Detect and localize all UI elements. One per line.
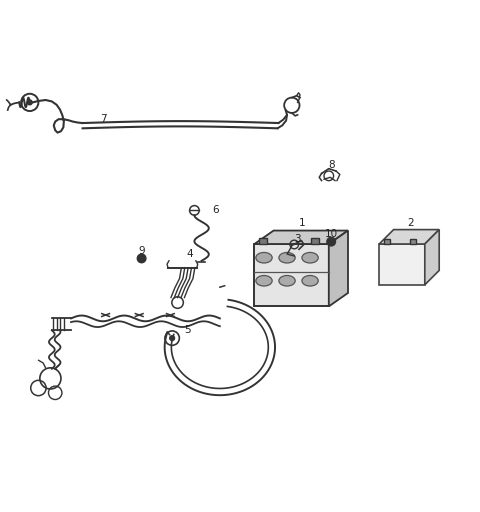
Polygon shape	[254, 230, 348, 244]
Text: 6: 6	[213, 205, 219, 216]
Polygon shape	[379, 229, 439, 244]
Ellipse shape	[302, 275, 318, 286]
Bar	[259, 238, 267, 244]
Text: 4: 4	[186, 249, 193, 259]
Text: 2: 2	[407, 218, 414, 228]
Circle shape	[327, 237, 336, 246]
Text: 3: 3	[294, 234, 301, 244]
Ellipse shape	[279, 275, 295, 286]
Ellipse shape	[256, 275, 272, 286]
Text: 1: 1	[299, 218, 306, 228]
Bar	[410, 239, 416, 244]
Text: 7: 7	[100, 114, 107, 124]
Ellipse shape	[256, 252, 272, 263]
Polygon shape	[329, 230, 348, 306]
Bar	[379, 244, 425, 285]
Ellipse shape	[279, 252, 295, 263]
Circle shape	[27, 100, 32, 105]
Bar	[384, 239, 390, 244]
Polygon shape	[425, 229, 439, 285]
Text: 5: 5	[184, 326, 191, 335]
Text: 9: 9	[138, 246, 145, 256]
Circle shape	[137, 254, 146, 263]
Text: 10: 10	[324, 229, 338, 240]
Text: 8: 8	[328, 160, 335, 170]
Bar	[311, 238, 319, 244]
Circle shape	[170, 336, 175, 340]
Bar	[254, 244, 329, 306]
Ellipse shape	[302, 252, 318, 263]
